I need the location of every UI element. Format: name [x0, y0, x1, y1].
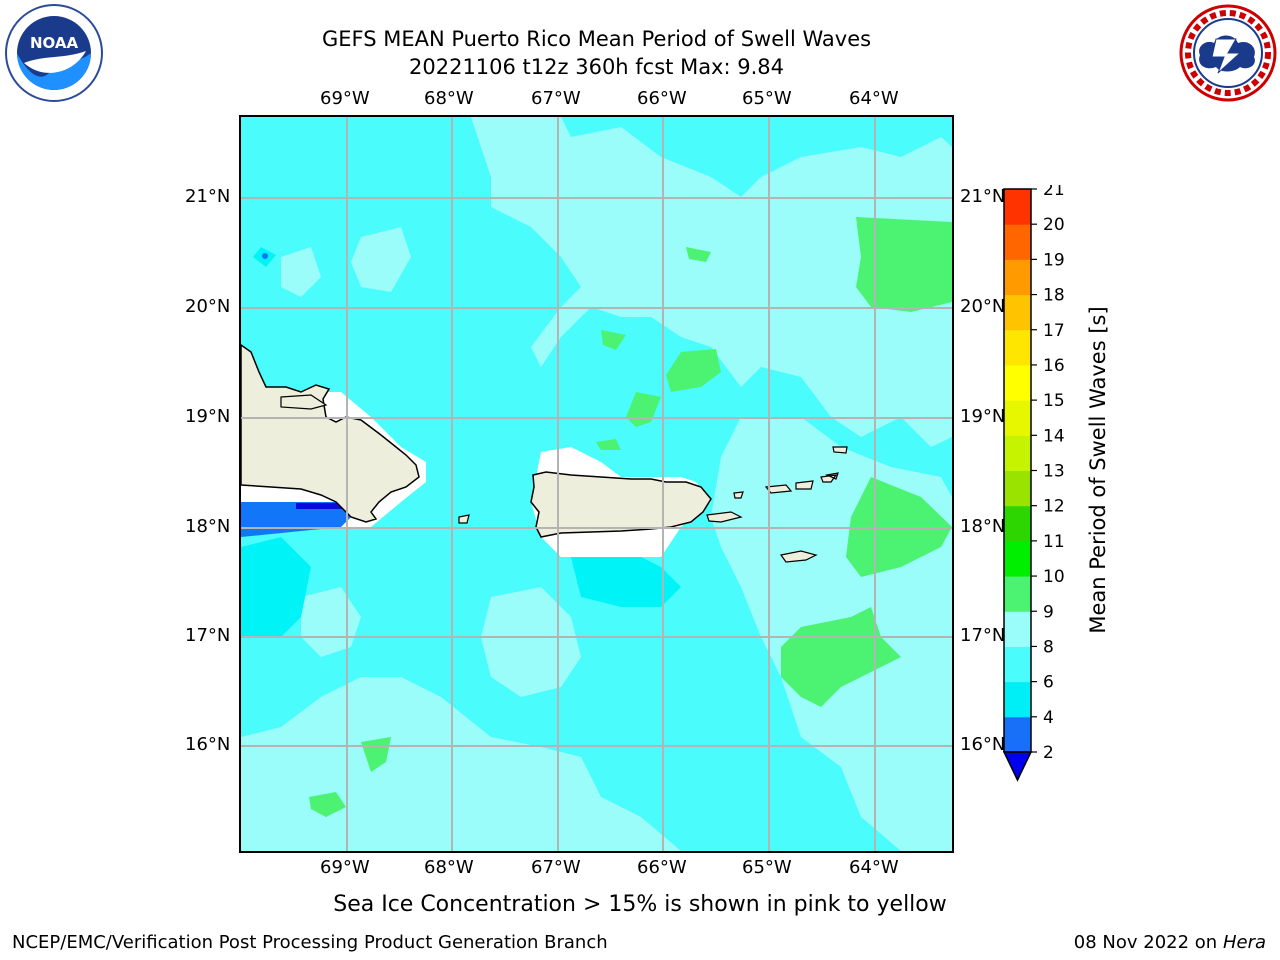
land-tortuga: [280, 394, 328, 410]
footer-branch: NCEP/EMC/Verification Post Processing Pr…: [12, 932, 608, 953]
field-navy-strip: [296, 503, 346, 509]
lon-label-top-69w: 69°W: [320, 88, 370, 109]
field-light-patch-a: [481, 587, 581, 697]
field-light-north: [471, 117, 952, 447]
graticule: [241, 117, 952, 851]
colorbar-tick-label: 19: [1043, 250, 1065, 270]
colorbar-segment: [1004, 224, 1031, 260]
colorbar-segment: [1004, 470, 1031, 507]
colorbar-extend-triangle: [1002, 751, 1033, 782]
lon-label-bottom-69w: 69°W: [320, 857, 370, 878]
lon-label-bottom-67w: 67°W: [531, 857, 581, 878]
field-light-patch-c: [351, 227, 411, 292]
colorbar-segment: [1004, 540, 1031, 577]
field-green-sw-b: [309, 792, 346, 817]
lon-label-bottom-66w: 66°W: [637, 857, 687, 878]
colorbar-tick-label: 11: [1043, 532, 1065, 552]
colorbar-tick-label: 6: [1043, 673, 1054, 693]
lat-label-right-20n: 20°N: [960, 296, 1006, 317]
lat-label-left-17n: 17°N: [185, 625, 231, 646]
colorbar-title: Mean Period of Swell Waves [s]: [1086, 306, 1110, 634]
colorbar-tick-label: 14: [1043, 426, 1065, 446]
land-culebra: [733, 491, 744, 499]
colorbar-segment: [1004, 294, 1031, 331]
lat-label-left-18n: 18°N: [185, 516, 231, 537]
lon-label-top-67w: 67°W: [531, 88, 581, 109]
colorbar-tick-label: 13: [1043, 462, 1065, 482]
colorbar-segment: [1004, 611, 1031, 647]
lon-label-top-64w: 64°W: [849, 88, 899, 109]
colorbar-tick-label: 9: [1043, 602, 1054, 622]
lon-label-bottom-65w: 65°W: [742, 857, 792, 878]
lat-label-left-20n: 20°N: [185, 296, 231, 317]
colorbar-segment: [1004, 435, 1031, 471]
field-green-se: [781, 607, 901, 707]
lat-label-right-19n: 19°N: [960, 406, 1006, 427]
field-green-mid-c: [686, 247, 711, 262]
field-green-mid-a: [666, 349, 721, 392]
colorbar-tick-label: 2: [1043, 743, 1054, 763]
colorbar-tick-label: 17: [1043, 321, 1065, 341]
noaa-logo-text: NOAA: [30, 34, 79, 52]
field-light-south: [241, 677, 681, 851]
land-vieques: [706, 511, 743, 523]
field-light-patch-d: [281, 247, 321, 297]
map-subtitle: 20221106 t12z 360h fcst Max: 9.84: [409, 55, 784, 79]
colorbar-segment: [1004, 364, 1031, 401]
colorbar-segment: [1004, 646, 1031, 683]
land-puerto-rico: [530, 471, 712, 538]
colorbar: 2 4 6 8 9 10 11 12 13 14 15 16 17 18 19 20 21: [1000, 180, 1070, 785]
colorbar-segment: [1004, 505, 1031, 542]
field-dark-south-pr: [571, 547, 681, 607]
land-mona-island: [458, 514, 470, 524]
noaa-logo: NOAA: [4, 3, 104, 103]
colorbar-tick-label: 16: [1043, 356, 1065, 376]
colorbar-segment: [1004, 576, 1031, 612]
colorbar-svg: 2 4 6 8 9 10 11 12 13 14 15 16 17 18 19 20 21: [1002, 180, 1065, 782]
colorbar-tick-label: 8: [1043, 637, 1054, 657]
colorbar-segment: [1004, 716, 1031, 753]
footer-date: 08 Nov 2022 on Hera: [1074, 932, 1266, 953]
lat-label-right-17n: 17°N: [960, 625, 1006, 646]
lat-label-right-16n: 16°N: [960, 734, 1006, 755]
footer-date-text: 08 Nov 2022 on: [1073, 932, 1218, 953]
lon-label-top-68w: 68°W: [424, 88, 474, 109]
colorbar-segment: [1004, 329, 1031, 366]
lat-label-left-19n: 19°N: [185, 406, 231, 427]
lon-label-top-66w: 66°W: [637, 88, 687, 109]
colorbar-tick-label: 15: [1043, 391, 1065, 411]
lon-label-bottom-68w: 68°W: [424, 857, 474, 878]
field-dark-west: [241, 537, 311, 637]
colorbar-segment: [1004, 400, 1031, 436]
nws-logo: [1178, 3, 1278, 103]
colorbar-segment: [1004, 189, 1031, 225]
land-virgin-islands: [764, 446, 848, 494]
lat-label-right-21n: 21°N: [960, 186, 1006, 207]
colorbar-tick-label: 21: [1043, 185, 1065, 200]
colorbar-segment: [1004, 681, 1031, 718]
sea-ice-note: Sea Ice Concentration > 15% is shown in …: [333, 892, 947, 917]
field-blue-spot: [262, 253, 268, 259]
lat-label-right-18n: 18°N: [960, 516, 1006, 537]
land-st-croix: [779, 550, 818, 563]
lat-label-left-21n: 21°N: [185, 186, 231, 207]
lon-label-bottom-64w: 64°W: [849, 857, 899, 878]
field-green-ne: [856, 217, 952, 312]
colorbar-tick-label: 12: [1043, 497, 1065, 517]
colorbar-tick-label: 10: [1043, 567, 1065, 587]
land-hispaniola: [241, 344, 420, 523]
map-title: GEFS MEAN Puerto Rico Mean Period of Swe…: [321, 27, 872, 51]
colorbar-tick-label: 20: [1043, 215, 1065, 235]
field-green-mid-e: [596, 439, 621, 450]
colorbar-tick-label: 4: [1043, 708, 1054, 728]
swell-period-field: [241, 117, 952, 851]
colorbar-segment: [1004, 259, 1031, 296]
lon-label-top-65w: 65°W: [742, 88, 792, 109]
lat-label-left-16n: 16°N: [185, 734, 231, 755]
map-panel: [239, 115, 954, 853]
colorbar-tick-label: 18: [1043, 286, 1065, 306]
footer-machine: Hera: [1222, 932, 1266, 953]
field-green-mid-d: [601, 330, 626, 350]
